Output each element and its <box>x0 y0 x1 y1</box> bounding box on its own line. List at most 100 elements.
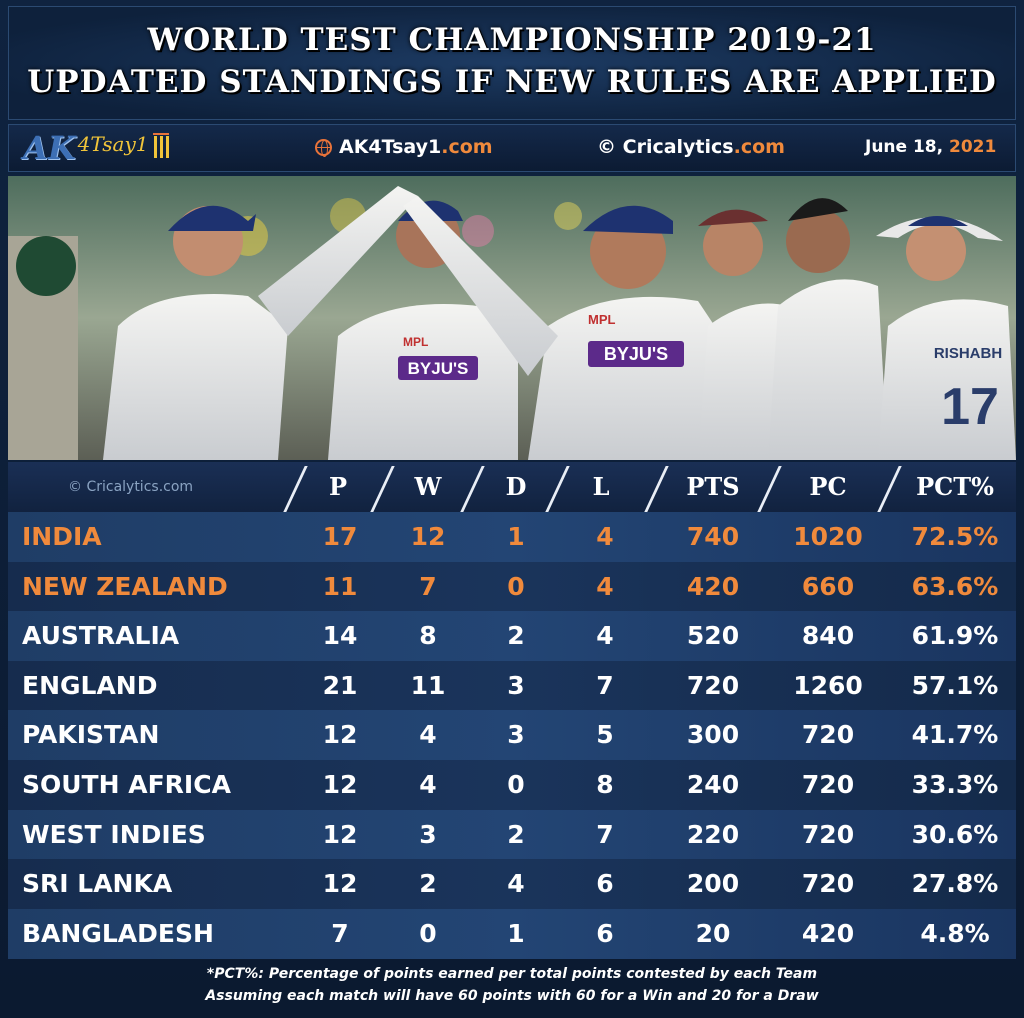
table-watermark: © Cricalytics.com <box>68 479 194 495</box>
footnote: *PCT%: Percentage of points earned per t… <box>8 960 1016 1012</box>
cell-w: 4 <box>419 770 437 799</box>
cell-pct: 4.8% <box>920 918 990 948</box>
logo-ak: AK <box>23 129 76 167</box>
table-header: © Cricalytics.com P W D L PTS PC PCT% <box>8 462 1016 512</box>
credit-bar: AK 4Tsay1 AK4Tsay1 .com © Cricalytics.com… <box>8 124 1016 172</box>
cell-pc: 1020 <box>793 522 863 551</box>
cell-l: 6 <box>596 918 614 948</box>
logo-tsay: 4Tsay1 <box>77 132 149 156</box>
header-l: L <box>592 472 610 501</box>
cell-l: 4 <box>596 522 614 551</box>
site-tld: .com <box>441 136 493 158</box>
cell-p: 11 <box>322 571 358 601</box>
photo-illustration: BYJU'S MPL BYJU'S MPL RISHABH 17 <box>8 176 1016 460</box>
jersey-kit-2: MPL <box>588 312 616 327</box>
copyright-tld: .com <box>733 136 785 158</box>
cell-p: 12 <box>322 770 358 799</box>
cell-p: 17 <box>322 522 358 551</box>
cell-d: 1 <box>507 522 525 551</box>
site-credit: AK4Tsay1 .com <box>315 136 493 158</box>
standings-table: © Cricalytics.com P W D L PTS PC PCT% IN… <box>8 462 1016 959</box>
team-name: SOUTH AFRICA <box>22 770 231 799</box>
cell-pc: 840 <box>801 621 855 651</box>
cell-pts: 740 <box>686 522 740 551</box>
cell-p: 14 <box>322 621 358 651</box>
jersey-number: 17 <box>941 378 999 436</box>
header-p: P <box>328 472 348 501</box>
cell-pc: 720 <box>801 720 855 750</box>
cell-pc: 1260 <box>793 670 863 700</box>
cell-w: 0 <box>419 918 437 948</box>
header-divider <box>545 466 570 512</box>
cell-p: 12 <box>322 869 358 899</box>
cell-l: 4 <box>596 621 614 651</box>
cell-pc: 660 <box>801 571 855 601</box>
jersey-kit-1: MPL <box>403 335 428 349</box>
table-row: ENGLAND 21 11 3 7 720 1260 57.1% <box>8 660 1016 711</box>
date-year: 2021 <box>949 137 997 157</box>
cell-p: 21 <box>322 670 358 700</box>
cell-pct: 33.3% <box>911 770 999 799</box>
team-name: INDIA <box>22 522 102 551</box>
cell-d: 1 <box>507 918 525 948</box>
cell-w: 7 <box>419 571 437 601</box>
table-row: BANGLADESH 7 0 1 6 20 420 4.8% <box>8 908 1016 959</box>
table-row: SRI LANKA 12 2 4 6 200 720 27.8% <box>8 859 1016 910</box>
header-divider <box>283 466 308 512</box>
title-line-1: WORLD TEST CHAMPIONSHIP 2019-21 <box>147 22 877 58</box>
publish-date: June 18, 2021 <box>865 137 996 157</box>
team-name: WEST INDIES <box>22 819 206 849</box>
jersey-sponsor-2: BYJU'S <box>604 344 668 364</box>
cell-l: 7 <box>596 670 614 700</box>
jersey-sponsor-1: BYJU'S <box>408 359 469 378</box>
title-banner: WORLD TEST CHAMPIONSHIP 2019-21 UPDATED … <box>8 6 1016 120</box>
cell-p: 12 <box>322 819 358 849</box>
cell-pc: 720 <box>801 869 855 899</box>
cell-l: 6 <box>596 869 614 899</box>
team-name: SRI LANKA <box>22 869 173 899</box>
cell-l: 7 <box>596 819 614 849</box>
cell-d: 0 <box>507 770 525 799</box>
cell-w: 12 <box>410 522 446 551</box>
cell-w: 8 <box>419 621 437 651</box>
ak4tsay1-logo: AK 4Tsay1 <box>9 126 189 170</box>
cell-pc: 420 <box>801 918 855 948</box>
team-name: PAKISTAN <box>22 720 160 750</box>
cell-pct: 63.6% <box>911 571 999 601</box>
copyright-name: Cricalytics <box>622 136 734 158</box>
cell-pts: 20 <box>695 918 731 948</box>
header-divider <box>877 466 902 512</box>
table-row: INDIA 17 12 1 4 740 1020 72.5% <box>8 512 1016 562</box>
cell-p: 7 <box>331 918 349 948</box>
cell-pts: 720 <box>686 670 740 700</box>
cell-pts: 300 <box>686 720 740 750</box>
team-name: BANGLADESH <box>22 918 214 948</box>
copyright-credit: © Cricalytics.com <box>597 136 785 158</box>
cell-w: 2 <box>419 869 437 899</box>
team-celebration-photo: BYJU'S MPL BYJU'S MPL RISHABH 17 <box>8 176 1016 460</box>
header-pts: PTS <box>686 472 740 501</box>
table-row: PAKISTAN 12 4 3 5 300 720 41.7% <box>8 710 1016 761</box>
cell-pts: 520 <box>686 621 740 651</box>
cell-pts: 220 <box>686 819 740 849</box>
cell-d: 2 <box>507 621 525 651</box>
cell-pc: 720 <box>801 819 855 849</box>
cell-pct: 30.6% <box>911 819 999 849</box>
header-d: D <box>505 472 527 501</box>
cell-pc: 720 <box>801 770 855 799</box>
cell-w: 3 <box>419 819 437 849</box>
cell-l: 8 <box>596 770 614 799</box>
cell-w: 4 <box>419 720 437 750</box>
table-row: NEW ZEALAND 11 7 0 4 420 660 63.6% <box>8 561 1016 612</box>
cell-w: 11 <box>410 670 446 700</box>
footnote-line-1: *PCT%: Percentage of points earned per t… <box>206 966 818 982</box>
title-line-2: UPDATED STANDINGS IF NEW RULES ARE APPLI… <box>27 64 997 100</box>
team-name: AUSTRALIA <box>22 621 180 651</box>
cell-pct: 61.9% <box>911 621 999 651</box>
header-divider <box>370 466 395 512</box>
footnote-line-2: Assuming each match will have 60 points … <box>205 988 819 1004</box>
cell-pts: 240 <box>686 770 740 799</box>
table-row: SOUTH AFRICA 12 4 0 8 240 720 33.3% <box>8 760 1016 810</box>
cell-d: 3 <box>507 720 525 750</box>
